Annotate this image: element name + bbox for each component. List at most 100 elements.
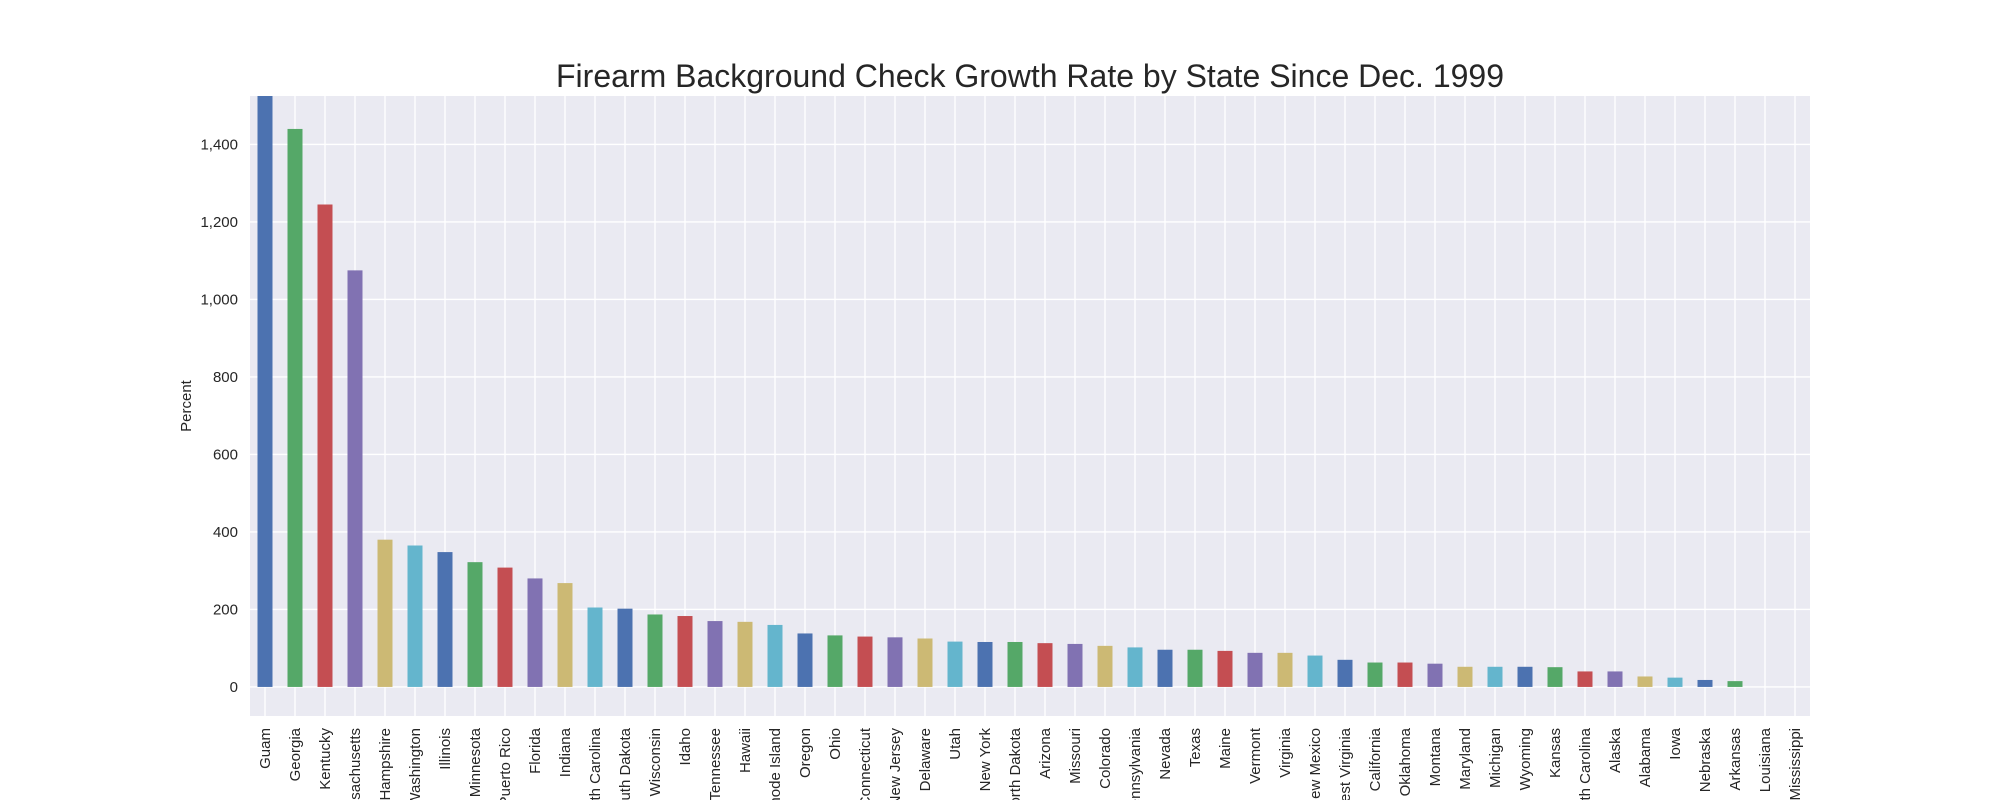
- bar-rhode-island: [767, 624, 783, 687]
- bar-missouri: [1067, 643, 1083, 687]
- x-tick-label: Washington: [407, 728, 424, 800]
- x-tick-label: Alaska: [1607, 727, 1624, 773]
- x-tick-label: Connecticut: [857, 727, 874, 800]
- x-tick-label: Pennsylvania: [1127, 727, 1144, 800]
- bar-indiana: [557, 583, 573, 687]
- bar-delaware: [917, 638, 933, 687]
- chart-title: Firearm Background Check Growth Rate by …: [556, 58, 1504, 94]
- x-tick-label: Rhode Island: [767, 728, 784, 800]
- x-tick-label: Alabama: [1637, 727, 1654, 787]
- x-tick-label: Mississippi: [1787, 728, 1804, 800]
- bar-west-virginia: [1337, 659, 1353, 687]
- x-tick-label: Montana: [1427, 727, 1444, 786]
- x-tick-label: Massachusetts: [347, 728, 364, 800]
- bar-guam: [257, 96, 273, 687]
- y-tick-label: 1,400: [200, 136, 238, 153]
- bar-new-hampshire: [377, 539, 393, 687]
- bar-vermont: [1247, 652, 1263, 687]
- x-tick-label: Indiana: [557, 727, 574, 777]
- bar-kansas: [1547, 667, 1563, 687]
- bar-iowa: [1667, 677, 1683, 687]
- bar-south-dakota: [617, 608, 633, 687]
- bar-arkansas: [1727, 681, 1743, 687]
- x-tick-label: New York: [977, 728, 994, 792]
- bar-georgia: [287, 128, 303, 687]
- bar-colorado: [1097, 645, 1113, 687]
- x-tick-label: Michigan: [1487, 728, 1504, 788]
- bar-new-jersey: [887, 637, 903, 687]
- x-tick-label: Delaware: [917, 728, 934, 791]
- x-tick-label: Maryland: [1457, 728, 1474, 790]
- y-axis-ticks: 0 200 400 600 800 1,000 1,200 1,400: [200, 136, 238, 696]
- y-tick-label: 200: [213, 601, 238, 618]
- x-tick-label: Hawaii: [737, 728, 754, 773]
- bars: [257, 96, 1743, 687]
- x-tick-label: Colorado: [1097, 728, 1114, 789]
- bar-nevada: [1157, 649, 1173, 687]
- bar-kentucky: [317, 204, 333, 687]
- x-tick-label: New Mexico: [1307, 728, 1324, 800]
- x-tick-label: Utah: [947, 728, 964, 760]
- bar-massachusetts: [347, 270, 363, 687]
- bar-north-carolina: [587, 607, 603, 687]
- bar-alaska: [1607, 671, 1623, 687]
- bar-illinois: [437, 552, 453, 687]
- y-tick-label: 600: [213, 446, 238, 463]
- x-tick-label: Puerto Rico: [497, 728, 514, 800]
- x-tick-label: South Carolina: [1577, 727, 1594, 800]
- x-tick-label: Arizona: [1037, 727, 1054, 779]
- bar-montana: [1427, 663, 1443, 687]
- x-tick-label: Arkansas: [1727, 728, 1744, 791]
- bar-washington: [407, 545, 423, 687]
- bar-oregon: [797, 633, 813, 687]
- x-tick-label: Virginia: [1277, 727, 1294, 777]
- x-tick-label: New Jersey: [887, 728, 904, 800]
- x-tick-label: Guam: [257, 728, 274, 769]
- y-axis-label: Percent: [178, 379, 195, 432]
- x-tick-label: Florida: [527, 727, 544, 774]
- x-axis-ticks: Guam Georgia Kentucky Massachusetts New Hamp…: [257, 727, 1804, 805]
- x-tick-label: Minnesota: [467, 727, 484, 797]
- x-tick-label: Georgia: [287, 727, 304, 781]
- x-tick-label: Wyoming: [1517, 728, 1534, 790]
- x-tick-label: Idaho: [677, 728, 694, 766]
- x-tick-label: California: [1367, 727, 1384, 791]
- x-tick-label: Iowa: [1667, 727, 1684, 759]
- y-tick-label: 0: [230, 679, 238, 696]
- bar-wyoming: [1517, 666, 1533, 687]
- bar-oklahoma: [1397, 662, 1413, 687]
- x-tick-label: South Dakota: [617, 727, 634, 800]
- bar-pennsylvania: [1127, 647, 1143, 687]
- bar-ohio: [827, 635, 843, 687]
- y-tick-label: 800: [213, 369, 238, 386]
- x-tick-label: Texas: [1187, 728, 1204, 767]
- bar-utah: [947, 641, 963, 687]
- x-tick-label: Kansas: [1547, 728, 1564, 778]
- x-tick-label: Oregon: [797, 728, 814, 778]
- x-tick-label: Maine: [1217, 728, 1234, 769]
- bar-south-carolina: [1577, 671, 1593, 687]
- y-tick-label: 400: [213, 524, 238, 541]
- y-tick-label: 1,000: [200, 291, 238, 308]
- bar-connecticut: [857, 636, 873, 687]
- bar-north-dakota: [1007, 641, 1023, 687]
- bar-florida: [527, 578, 543, 687]
- x-tick-label: Illinois: [437, 728, 454, 770]
- bar-alabama: [1637, 676, 1653, 687]
- bar-new-york: [977, 641, 993, 687]
- x-tick-label: North Dakota: [1007, 727, 1024, 800]
- x-tick-label: Nebraska: [1697, 727, 1714, 792]
- bar-arizona: [1037, 643, 1053, 687]
- bar-hawaii: [737, 621, 753, 687]
- x-tick-label: North Carolina: [587, 727, 604, 800]
- bar-michigan: [1487, 666, 1503, 687]
- bar-nebraska: [1697, 679, 1713, 687]
- bar-tennessee: [707, 621, 723, 687]
- x-tick-label: West Virginia: [1337, 727, 1354, 800]
- bar-wisconsin: [647, 614, 663, 687]
- bar-idaho: [677, 616, 693, 687]
- bar-texas: [1187, 649, 1203, 687]
- bar-maryland: [1457, 666, 1473, 687]
